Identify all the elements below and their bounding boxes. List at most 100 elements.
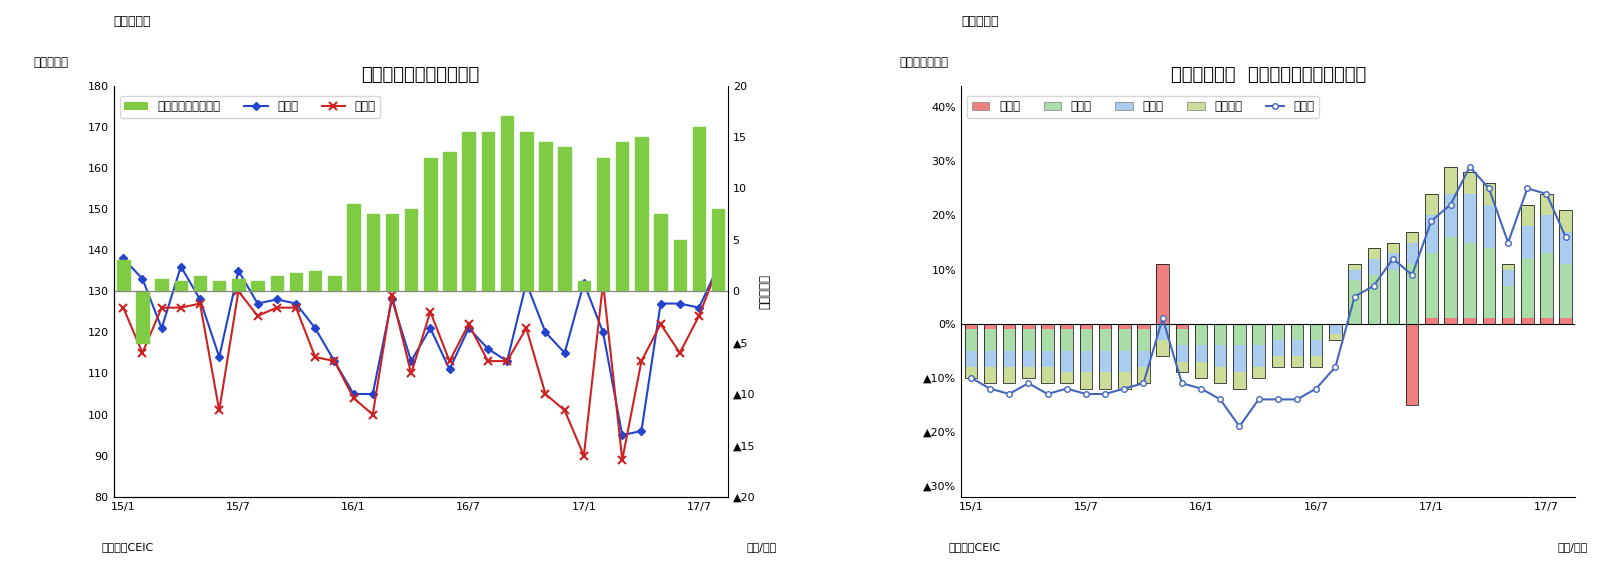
- Bar: [1425, 318, 1436, 324]
- Bar: [1117, 324, 1130, 329]
- Bar: [1021, 324, 1034, 378]
- Bar: [1195, 345, 1206, 361]
- Bar: [964, 329, 977, 351]
- Bar: [1386, 270, 1399, 324]
- Bar: [596, 158, 609, 291]
- Bar: [654, 214, 667, 291]
- Title: インドネシア  輸出の伸び率（品目別）: インドネシア 輸出の伸び率（品目別）: [1170, 66, 1365, 84]
- Bar: [1214, 324, 1225, 345]
- Bar: [1060, 324, 1073, 329]
- Bar: [1462, 318, 1475, 324]
- Bar: [1117, 372, 1130, 389]
- Bar: [1367, 248, 1380, 259]
- Bar: [1060, 351, 1073, 372]
- Bar: [1195, 361, 1206, 378]
- Bar: [1521, 259, 1532, 318]
- Bar: [271, 276, 282, 291]
- Bar: [1156, 264, 1169, 324]
- Bar: [1136, 329, 1149, 351]
- Bar: [1195, 324, 1206, 345]
- Bar: [1117, 351, 1130, 372]
- Bar: [1232, 372, 1245, 389]
- Bar: [1156, 324, 1169, 340]
- Bar: [1482, 204, 1495, 248]
- Bar: [1558, 318, 1571, 324]
- Bar: [578, 281, 589, 291]
- Bar: [1443, 194, 1456, 237]
- Bar: [1406, 243, 1417, 264]
- Bar: [1003, 324, 1014, 329]
- Bar: [1099, 329, 1110, 351]
- Bar: [1117, 324, 1130, 389]
- Bar: [1558, 210, 1571, 232]
- Bar: [1443, 167, 1456, 194]
- Bar: [1425, 194, 1436, 324]
- Bar: [463, 132, 474, 291]
- Bar: [1003, 367, 1014, 383]
- Bar: [1367, 259, 1380, 275]
- Bar: [328, 276, 341, 291]
- Bar: [1482, 318, 1495, 324]
- Bar: [1310, 340, 1321, 356]
- Bar: [1558, 210, 1571, 324]
- Bar: [1501, 264, 1513, 270]
- Bar: [1003, 351, 1014, 367]
- Bar: [424, 158, 437, 291]
- Bar: [1290, 356, 1302, 367]
- Bar: [984, 324, 995, 383]
- Bar: [1501, 318, 1513, 324]
- Bar: [1021, 367, 1034, 378]
- Bar: [711, 209, 724, 291]
- Bar: [1079, 324, 1092, 389]
- Bar: [1060, 372, 1073, 383]
- Bar: [1406, 324, 1417, 405]
- Bar: [404, 209, 417, 291]
- Bar: [1501, 270, 1513, 286]
- Bar: [1328, 335, 1341, 340]
- Bar: [984, 367, 995, 383]
- Bar: [1482, 183, 1495, 324]
- Bar: [1521, 204, 1532, 226]
- Bar: [1521, 204, 1532, 324]
- Bar: [1539, 194, 1552, 324]
- Bar: [964, 367, 977, 378]
- Bar: [1021, 351, 1034, 367]
- Text: （年/月）: （年/月）: [1556, 542, 1587, 552]
- Bar: [1347, 264, 1360, 324]
- Bar: [1539, 215, 1552, 254]
- Bar: [1251, 367, 1264, 378]
- Bar: [984, 324, 995, 329]
- Bar: [1271, 324, 1284, 367]
- Bar: [1156, 340, 1169, 356]
- Text: （年/月）: （年/月）: [747, 542, 776, 552]
- Bar: [693, 127, 704, 291]
- Text: （資料）CEIC: （資料）CEIC: [101, 542, 154, 552]
- Bar: [1232, 324, 1245, 345]
- Bar: [984, 351, 995, 367]
- Bar: [308, 271, 321, 291]
- Bar: [213, 281, 226, 291]
- Bar: [964, 324, 977, 378]
- Bar: [175, 281, 187, 291]
- Bar: [1443, 318, 1456, 324]
- Bar: [1501, 286, 1513, 318]
- Bar: [1136, 367, 1149, 383]
- Bar: [1060, 324, 1073, 383]
- Bar: [1060, 329, 1073, 351]
- Bar: [1099, 351, 1110, 372]
- Bar: [1214, 367, 1225, 383]
- Bar: [1425, 254, 1436, 318]
- Bar: [1386, 243, 1399, 324]
- Bar: [964, 351, 977, 367]
- Bar: [1462, 172, 1475, 324]
- Bar: [1290, 340, 1302, 356]
- Bar: [193, 276, 206, 291]
- Bar: [1521, 226, 1532, 259]
- Bar: [1367, 248, 1380, 324]
- Bar: [1482, 248, 1495, 318]
- Bar: [1425, 194, 1436, 215]
- Bar: [1136, 351, 1149, 367]
- Title: インドネシアの貿易収支: インドネシアの貿易収支: [362, 66, 479, 84]
- Bar: [386, 214, 398, 291]
- Y-axis label: （億ドル）: （億ドル）: [758, 274, 771, 309]
